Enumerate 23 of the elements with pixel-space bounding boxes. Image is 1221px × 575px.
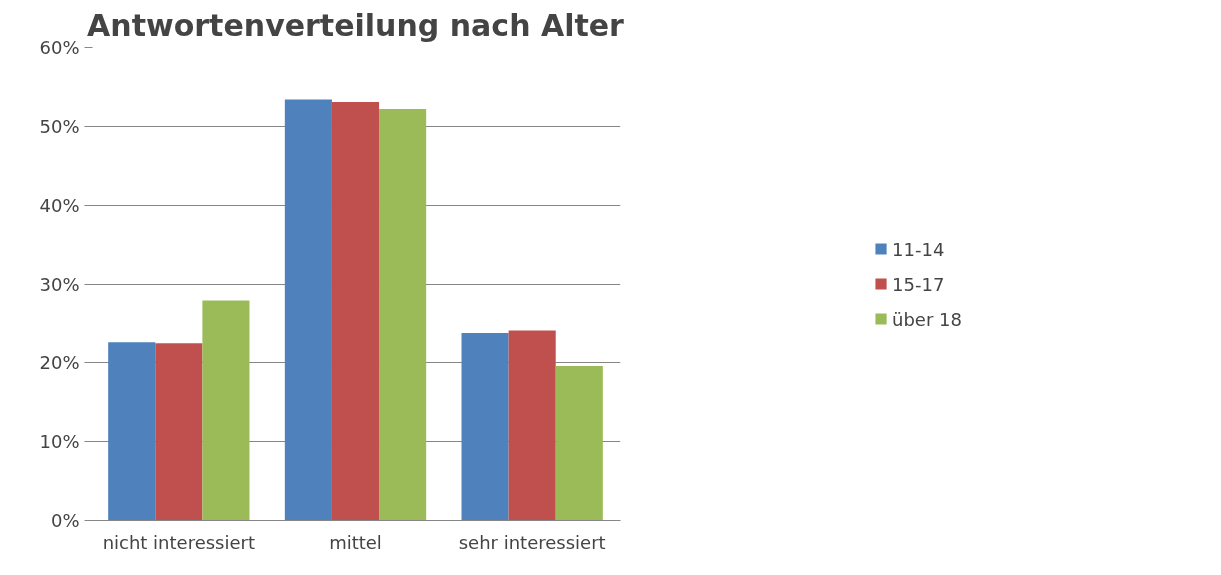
bar — [555, 365, 603, 521]
bar — [508, 330, 556, 521]
bar — [284, 99, 332, 521]
bar — [202, 300, 250, 521]
y-tick-label: 40% — [39, 194, 80, 216]
x-tick-label: sehr interessiert — [458, 531, 606, 553]
x-tick-label: mittel — [329, 531, 382, 553]
legend-label: 11-14 — [892, 238, 945, 259]
y-tick-label: 20% — [39, 352, 80, 374]
y-tick-label: 0% — [50, 510, 80, 531]
legend-label: 15-17 — [892, 273, 945, 294]
bar — [108, 342, 156, 521]
y-tick-label: 50% — [39, 115, 80, 137]
legend-label: über 18 — [892, 308, 962, 329]
bar — [331, 101, 380, 521]
x-tick-label: nicht interessiert — [102, 531, 256, 553]
y-tick-label: 60% — [39, 37, 80, 58]
bar — [461, 332, 509, 521]
bar — [155, 343, 203, 521]
y-tick-label: 10% — [39, 431, 80, 453]
bar — [379, 108, 427, 521]
y-tick-label: 30% — [39, 273, 80, 295]
chart-title: Antwortenverteilung nach Alter — [87, 7, 625, 43]
